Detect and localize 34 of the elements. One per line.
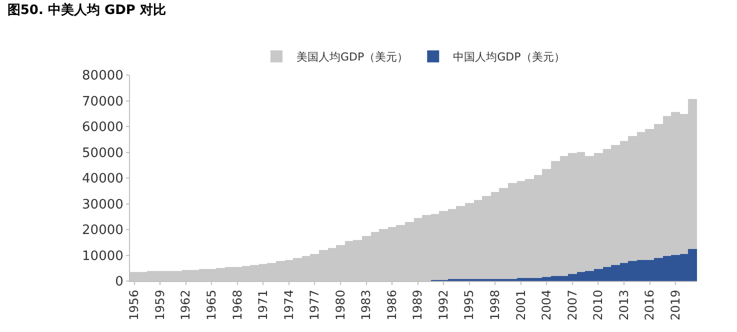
y-tick-label: 0 [115, 274, 124, 290]
x-tick-label: 1959 [152, 290, 167, 320]
x-tick-label: 1968 [230, 290, 244, 320]
x-tick-label: 2016 [642, 290, 657, 320]
x-tick-label: 1986 [384, 290, 399, 320]
x-tick-label: 2001 [514, 290, 528, 320]
x-tick-label: 1956 [127, 290, 142, 320]
x-tick-label: 1965 [204, 290, 219, 320]
x-tick-label: 1983 [359, 290, 374, 320]
x-tick-label: 1977 [308, 290, 322, 320]
x-tick-label: 2013 [616, 290, 631, 320]
x-tick-label: 1995 [462, 290, 476, 320]
y-tick-label: 50000 [82, 146, 124, 161]
y-tick-label: 80000 [82, 68, 124, 84]
y-tick-label: 20000 [82, 223, 124, 238]
x-tick-label: 2010 [591, 290, 606, 320]
y-tick-label: 70000 [82, 94, 124, 110]
chart-title: 图50. 中美人均 GDP 对比 [7, 2, 166, 18]
y-tick-label: 60000 [82, 120, 124, 136]
x-tick-label: 2007 [565, 290, 580, 320]
y-tick-label: 40000 [82, 172, 124, 187]
legend-label: 中国人均GDP（美元） [453, 50, 565, 64]
x-tick-label: 2004 [540, 290, 554, 320]
x-tick-label: 1974 [282, 290, 296, 320]
y-tick-label: 30000 [82, 197, 124, 212]
x-tick-label: 1992 [436, 290, 450, 320]
x-tick-label: 2019 [668, 290, 682, 320]
x-tick-label: 1962 [178, 290, 193, 320]
legend-label: 美国人均GDP（美元） [296, 50, 408, 64]
y-tick-label: 10000 [82, 248, 124, 264]
x-tick-label: 1998 [488, 290, 502, 320]
x-tick-label: 1980 [333, 290, 348, 320]
x-tick-label: 1971 [256, 290, 270, 320]
x-tick-label: 1989 [410, 290, 425, 320]
